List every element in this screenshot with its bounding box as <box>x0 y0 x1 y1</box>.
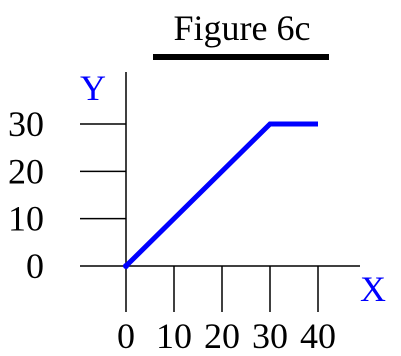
y-axis-label: Y <box>80 68 106 108</box>
x-tick-label-40: 40 <box>300 316 336 356</box>
series-layer <box>123 121 318 269</box>
y-tick-label-20: 20 <box>8 151 44 191</box>
data-point-0-0 <box>123 263 129 269</box>
chart-title: Figure 6c <box>174 8 311 48</box>
y-tick-label-30: 30 <box>8 104 44 144</box>
y-tick-label-0: 0 <box>26 246 44 286</box>
title-underline <box>153 54 329 60</box>
y-ticks: 0 10 20 30 <box>8 104 126 286</box>
x-tick-label-20: 20 <box>204 316 240 356</box>
x-tick-label-30: 30 <box>252 316 288 356</box>
x-axis-label: X <box>360 269 386 309</box>
x-tick-label-10: 10 <box>156 316 192 356</box>
x-ticks: 0 10 20 30 40 <box>117 266 336 356</box>
series-line-0 <box>124 121 318 268</box>
y-tick-label-10: 10 <box>8 199 44 239</box>
x-tick-label-0: 0 <box>117 316 135 356</box>
